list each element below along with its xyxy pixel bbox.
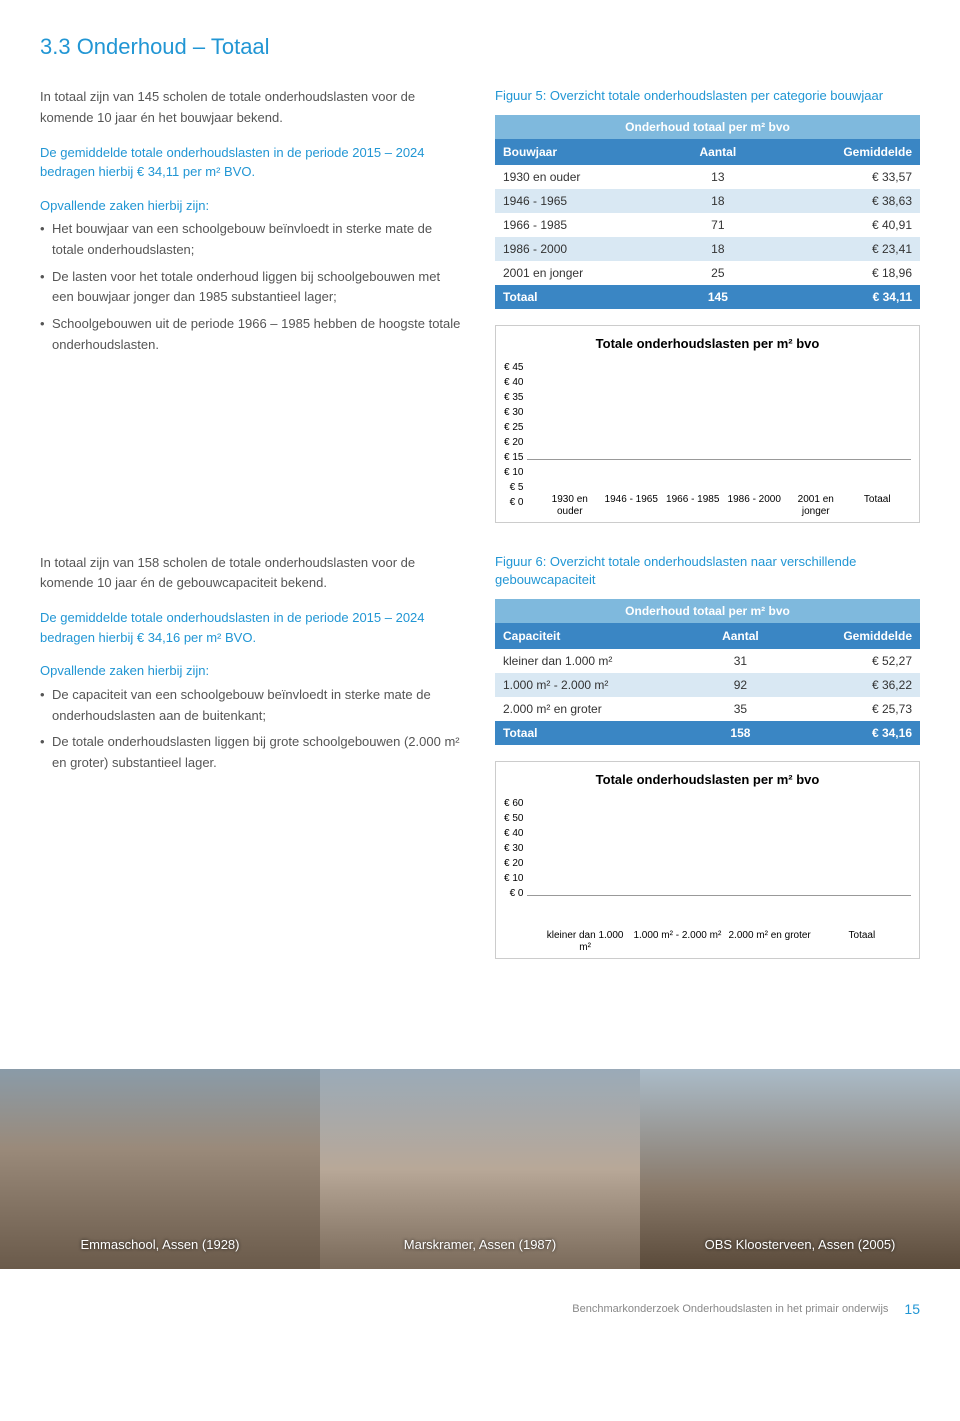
table-row: 1.000 m² - 2.000 m²92€ 36,22 <box>495 673 920 697</box>
table-cell: 35 <box>698 697 783 721</box>
table-capaciteit: Onderhoud totaal per m² bvo Capaciteit A… <box>495 599 920 745</box>
photo-3: OBS Kloosterveen, Assen (2005) <box>640 1069 960 1269</box>
table-cell: 1930 en ouder <box>495 165 670 189</box>
t2-col0: Capaciteit <box>495 623 698 649</box>
table1-band: Onderhoud totaal per m² bvo <box>495 115 920 139</box>
table-cell: € 38,63 <box>766 189 920 213</box>
x-label: 1946 - 1965 <box>602 490 662 518</box>
page-footer: Benchmarkonderzoek Onderhoudslasten in h… <box>0 1269 960 1340</box>
figure6-title: Figuur 6: Overzicht totale onderhoudslas… <box>495 553 920 589</box>
table-cell: kleiner dan 1.000 m² <box>495 649 698 673</box>
intro-para-2a: In totaal zijn van 158 scholen de totale… <box>40 553 465 595</box>
photo2-caption: Marskramer, Assen (1987) <box>404 1235 556 1255</box>
table-row: 1986 - 200018€ 23,41 <box>495 237 920 261</box>
table-cell: 2.000 m² en groter <box>495 697 698 721</box>
table-row: 1930 en ouder13€ 33,57 <box>495 165 920 189</box>
table-cell: 1966 - 1985 <box>495 213 670 237</box>
chart2-xlabels: kleiner dan 1.000 m²1.000 m² - 2.000 m²2… <box>536 926 911 954</box>
table-cell: 1986 - 2000 <box>495 237 670 261</box>
photo1-caption: Emmaschool, Assen (1928) <box>81 1235 240 1255</box>
table-cell: 71 <box>670 213 766 237</box>
bullets-1: Het bouwjaar van een schoolgebouw beïnvl… <box>40 219 465 356</box>
table-row: 1946 - 196518€ 38,63 <box>495 189 920 213</box>
x-label: 1.000 m² - 2.000 m² <box>632 926 722 954</box>
table-cell: 2001 en jonger <box>495 261 670 285</box>
bullet-item: Schoolgebouwen uit de periode 1966 – 198… <box>40 314 465 356</box>
table-cell: 1.000 m² - 2.000 m² <box>495 673 698 697</box>
x-label: Totaal <box>848 490 908 518</box>
chart1-xlabels: 1930 en ouder1946 - 19651966 - 19851986 … <box>536 490 911 518</box>
t1-col1: Aantal <box>670 139 766 165</box>
t2-total2: € 34,16 <box>783 721 920 745</box>
intro-para-1b: De gemiddelde totale onderhoudslasten in… <box>40 143 465 182</box>
bullet-item: De capaciteit van een schoolgebouw beïnv… <box>40 685 465 727</box>
bullet-item: De lasten voor het totale onderhoud ligg… <box>40 267 465 309</box>
opvallend-label-1: Opvallende zaken hierbij zijn: <box>40 196 465 216</box>
chart2-box: Totale onderhoudslasten per m² bvo € 60€… <box>495 761 920 959</box>
bullet-item: Het bouwjaar van een schoolgebouw beïnvl… <box>40 219 465 261</box>
photo3-caption: OBS Kloosterveen, Assen (2005) <box>705 1235 896 1255</box>
x-label: 1966 - 1985 <box>663 490 723 518</box>
opvallend-label-2: Opvallende zaken hierbij zijn: <box>40 661 465 681</box>
chart2-plot <box>527 796 911 896</box>
table-cell: € 25,73 <box>783 697 920 721</box>
table-cell: € 52,27 <box>783 649 920 673</box>
intro-para-2b: De gemiddelde totale onderhoudslasten in… <box>40 608 465 647</box>
table-cell: € 23,41 <box>766 237 920 261</box>
intro-para-1a: In totaal zijn van 145 scholen de totale… <box>40 87 465 129</box>
t1-total1: 145 <box>670 285 766 309</box>
t1-col0: Bouwjaar <box>495 139 670 165</box>
photo-band: Emmaschool, Assen (1928) Marskramer, Ass… <box>0 1069 960 1269</box>
t1-total2: € 34,11 <box>766 285 920 309</box>
chart1-title: Totale onderhoudslasten per m² bvo <box>504 334 911 354</box>
section-title: 3.3 Onderhoud – Totaal <box>40 30 920 63</box>
t1-total0: Totaal <box>495 285 670 309</box>
x-label: Totaal <box>817 926 907 954</box>
chart1-plot <box>527 360 911 460</box>
photo-1: Emmaschool, Assen (1928) <box>0 1069 320 1269</box>
bullets-2: De capaciteit van een schoolgebouw beïnv… <box>40 685 465 774</box>
x-label: 1986 - 2000 <box>725 490 785 518</box>
table-row: 1966 - 198571€ 40,91 <box>495 213 920 237</box>
table-cell: 92 <box>698 673 783 697</box>
table-cell: 13 <box>670 165 766 189</box>
x-label: 2001 en jonger <box>786 490 846 518</box>
x-label: 2.000 m² en groter <box>725 926 815 954</box>
t2-col1: Aantal <box>698 623 783 649</box>
figure5-title: Figuur 5: Overzicht totale onderhoudslas… <box>495 87 920 105</box>
x-label: kleiner dan 1.000 m² <box>540 926 630 954</box>
t1-col2: Gemiddelde <box>766 139 920 165</box>
footer-text: Benchmarkonderzoek Onderhoudslasten in h… <box>572 1301 888 1318</box>
t2-total0: Totaal <box>495 721 698 745</box>
chart1-box: Totale onderhoudslasten per m² bvo € 45€… <box>495 325 920 523</box>
chart1-yaxis: € 45€ 40€ 35€ 30€ 25€ 20€ 15€ 10€ 5€ 0 <box>504 360 527 460</box>
table-cell: € 33,57 <box>766 165 920 189</box>
table-cell: 25 <box>670 261 766 285</box>
table-cell: 18 <box>670 189 766 213</box>
table-cell: € 40,91 <box>766 213 920 237</box>
chart2-yaxis: € 60€ 50€ 40€ 30€ 20€ 10€ 0 <box>504 796 527 896</box>
t2-col2: Gemiddelde <box>783 623 920 649</box>
table-bouwjaar: Onderhoud totaal per m² bvo Bouwjaar Aan… <box>495 115 920 309</box>
chart2-title: Totale onderhoudslasten per m² bvo <box>504 770 911 790</box>
table-row: 2001 en jonger25€ 18,96 <box>495 261 920 285</box>
table-cell: 1946 - 1965 <box>495 189 670 213</box>
table-cell: € 18,96 <box>766 261 920 285</box>
table-cell: € 36,22 <box>783 673 920 697</box>
table-cell: 31 <box>698 649 783 673</box>
bullet-item: De totale onderhoudslasten liggen bij gr… <box>40 732 465 774</box>
table-cell: 18 <box>670 237 766 261</box>
x-label: 1930 en ouder <box>540 490 600 518</box>
table-row: kleiner dan 1.000 m²31€ 52,27 <box>495 649 920 673</box>
page-number: 15 <box>904 1299 920 1320</box>
t2-total1: 158 <box>698 721 783 745</box>
table-row: 2.000 m² en groter35€ 25,73 <box>495 697 920 721</box>
photo-2: Marskramer, Assen (1987) <box>320 1069 640 1269</box>
table2-band: Onderhoud totaal per m² bvo <box>495 599 920 623</box>
